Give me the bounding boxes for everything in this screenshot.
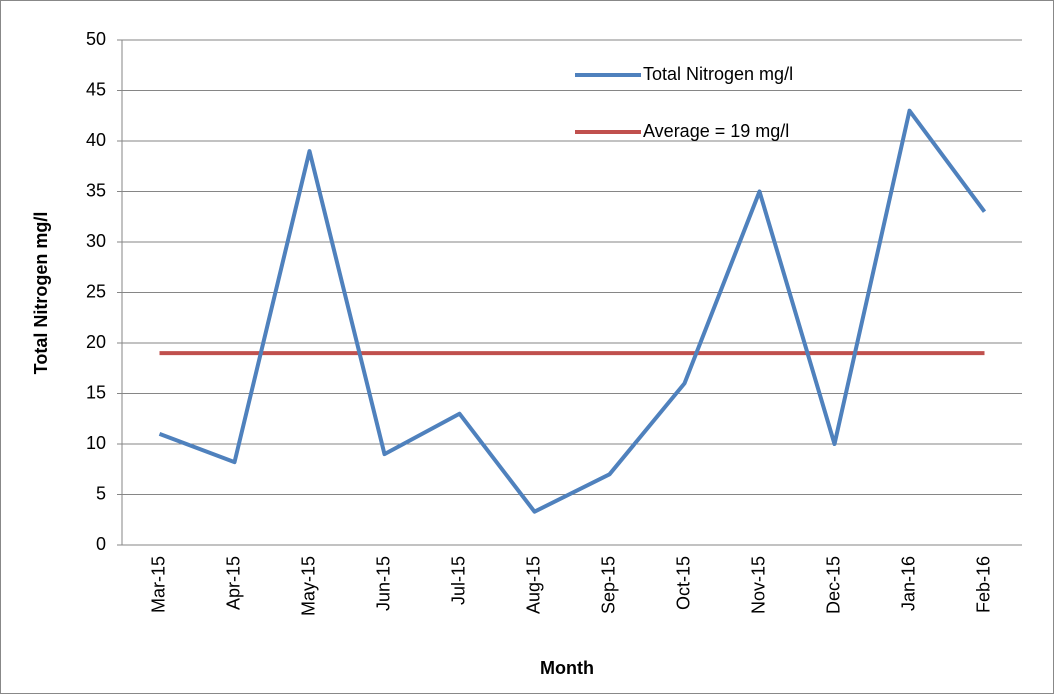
y-tick-label: 50 (86, 29, 106, 49)
y-tick-label: 15 (86, 382, 106, 402)
x-tick-label: Nov-15 (748, 556, 768, 614)
x-tick-label: Feb-16 (973, 556, 993, 613)
y-tick-label: 25 (86, 281, 106, 301)
x-tick-label: Jun-15 (373, 556, 393, 611)
x-tick-label: Sep-15 (598, 556, 618, 614)
x-tick-label: Jan-16 (898, 556, 918, 611)
y-tick-label: 30 (86, 231, 106, 251)
y-tick-label: 45 (86, 79, 106, 99)
y-tick-label: 40 (86, 130, 106, 150)
x-tick-label: Oct-15 (673, 556, 693, 610)
y-axis-label: Total Nitrogen mg/l (31, 212, 51, 375)
y-tick-label: 35 (86, 180, 106, 200)
legend-label: Total Nitrogen mg/l (643, 64, 793, 84)
legend-label: Average = 19 mg/l (643, 121, 789, 141)
x-tick-label: Jul-15 (448, 556, 468, 605)
y-tick-label: 5 (96, 483, 106, 503)
x-axis-label: Month (540, 658, 594, 678)
y-tick-label: 0 (96, 534, 106, 554)
x-tick-label: May-15 (298, 556, 318, 616)
series-line (158, 108, 987, 514)
x-tick-label: Aug-15 (523, 556, 543, 614)
x-tick-label: Dec-15 (823, 556, 843, 614)
y-tick-label: 10 (86, 433, 106, 453)
x-tick-label: Apr-15 (223, 556, 243, 610)
x-tick-label: Mar-15 (148, 556, 168, 613)
y-tick-label: 20 (86, 332, 106, 352)
